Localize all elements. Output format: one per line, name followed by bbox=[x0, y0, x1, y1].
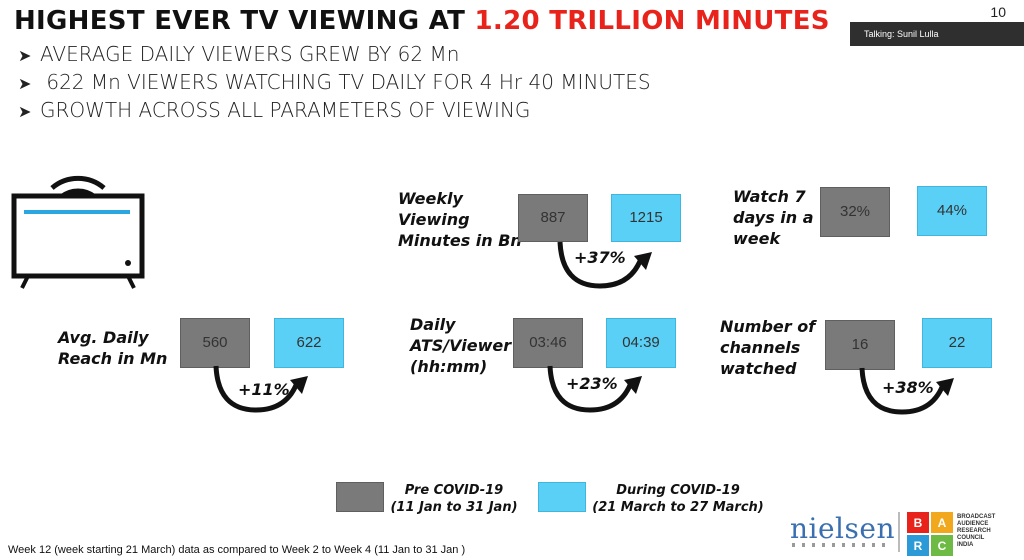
label-line: channels bbox=[720, 338, 801, 357]
growth-arrow-icon bbox=[213, 365, 308, 413]
bullet-text: AVERAGE DAILY VIEWERS GREW BY 62 Mn bbox=[40, 42, 460, 66]
label-line: Number of bbox=[720, 317, 816, 336]
ats-growth: +23% bbox=[566, 374, 618, 393]
barc-text-line: INDIA bbox=[957, 542, 974, 548]
barc-letter-b: B bbox=[907, 512, 929, 533]
tv-broadcast-icon bbox=[11, 175, 145, 289]
barc-text-line: BROADCAST bbox=[957, 514, 996, 520]
channels-growth: +38% bbox=[882, 378, 934, 397]
watch7-label: Watch 7 days in a week bbox=[733, 186, 814, 249]
label-line: days in a bbox=[733, 208, 814, 227]
bullet-text: 622 Mn VIEWERS WATCHING TV DAILY FOR 4 H… bbox=[40, 70, 651, 94]
channels-pre-box: 16 bbox=[825, 320, 895, 370]
label-line: Watch 7 bbox=[733, 187, 806, 206]
bullet-arrow-icon: ➤ bbox=[18, 74, 32, 93]
page-number: 10 bbox=[990, 4, 1006, 20]
bullet-text: GROWTH ACROSS ALL PARAMETERS OF VIEWING bbox=[40, 98, 531, 122]
reach-label: Avg. Daily Reach in Mn bbox=[58, 327, 167, 369]
label-line: ATS/Viewer bbox=[410, 336, 512, 355]
label-line: Minutes in Bn bbox=[398, 231, 522, 250]
reach-growth: +11% bbox=[238, 380, 290, 399]
barc-letter-c: C bbox=[931, 535, 953, 556]
watch7-pre-box: 32% bbox=[820, 187, 890, 237]
weekly-viewing-label: Weekly Viewing Minutes in Bn bbox=[398, 188, 522, 251]
label-line: watched bbox=[720, 359, 797, 378]
ats-during-box: 04:39 bbox=[606, 318, 676, 368]
weekly-growth: +37% bbox=[574, 248, 626, 267]
barc-letter-r: R bbox=[907, 535, 929, 556]
bullet-item: ➤ AVERAGE DAILY VIEWERS GREW BY 62 Mn bbox=[18, 42, 459, 66]
label-line: Avg. Daily bbox=[58, 328, 149, 347]
growth-arrow-icon bbox=[859, 367, 954, 415]
label-line: Weekly bbox=[398, 189, 463, 208]
nielsen-logo: nielsen bbox=[790, 512, 895, 545]
title-prefix: HIGHEST EVER TV VIEWING AT bbox=[14, 6, 475, 36]
barc-text-line: AUDIENCE bbox=[957, 521, 989, 527]
bullet-item: ➤ GROWTH ACROSS ALL PARAMETERS OF VIEWING bbox=[18, 98, 530, 122]
barc-letter-a: A bbox=[931, 512, 953, 533]
bullet-item: ➤ 622 Mn VIEWERS WATCHING TV DAILY FOR 4… bbox=[18, 70, 651, 94]
legend-during-swatch bbox=[538, 482, 586, 512]
bullet-arrow-icon: ➤ bbox=[18, 46, 32, 65]
label-line: (hh:mm) bbox=[410, 357, 488, 376]
title-highlight: 1.20 TRILLION MINUTES bbox=[474, 6, 830, 36]
barc-text-line: COUNCIL bbox=[957, 535, 985, 541]
weekly-during-box: 1215 bbox=[611, 194, 681, 242]
label-line: Reach in Mn bbox=[58, 349, 168, 368]
page-title: HIGHEST EVER TV VIEWING AT 1.20 TRILLION… bbox=[14, 6, 830, 36]
legend-line: (11 Jan to 31 Jan) bbox=[390, 500, 518, 515]
nielsen-logo-dots bbox=[792, 543, 888, 547]
legend-during-text: During COVID-19 (21 March to 27 March) bbox=[588, 482, 768, 516]
legend-line: (21 March to 27 March) bbox=[592, 500, 764, 515]
barc-logo: B A R C bbox=[907, 512, 953, 556]
reach-during-box: 622 bbox=[274, 318, 344, 368]
legend-pre-swatch bbox=[336, 482, 384, 512]
legend-line: Pre COVID-19 bbox=[404, 483, 504, 498]
channels-during-box: 22 bbox=[922, 318, 992, 368]
speaker-banner: Talking: Sunil Lulla bbox=[850, 22, 1024, 46]
growth-arrow-icon bbox=[547, 365, 642, 413]
label-line: Daily bbox=[410, 315, 456, 334]
legend-line: During COVID-19 bbox=[616, 483, 740, 498]
barc-text-line: RESEARCH bbox=[957, 528, 991, 534]
ats-label: Daily ATS/Viewer (hh:mm) bbox=[410, 314, 511, 377]
barc-logo-text: BROADCAST AUDIENCE RESEARCH COUNCIL INDI… bbox=[957, 514, 995, 549]
weekly-pre-box: 887 bbox=[518, 194, 588, 242]
reach-pre-box: 560 bbox=[180, 318, 250, 368]
channels-label: Number of channels watched bbox=[720, 316, 815, 379]
legend-pre-text: Pre COVID-19 (11 Jan to 31 Jan) bbox=[384, 482, 524, 516]
ats-pre-box: 03:46 bbox=[513, 318, 583, 368]
watch7-during-box: 44% bbox=[917, 186, 987, 236]
label-line: Viewing bbox=[398, 210, 470, 229]
logo-divider bbox=[898, 512, 900, 552]
growth-arrow-icon bbox=[557, 241, 652, 289]
bullet-arrow-icon: ➤ bbox=[18, 102, 32, 121]
footnote: Week 12 (week starting 21 March) data as… bbox=[8, 544, 466, 556]
label-line: week bbox=[733, 229, 781, 248]
